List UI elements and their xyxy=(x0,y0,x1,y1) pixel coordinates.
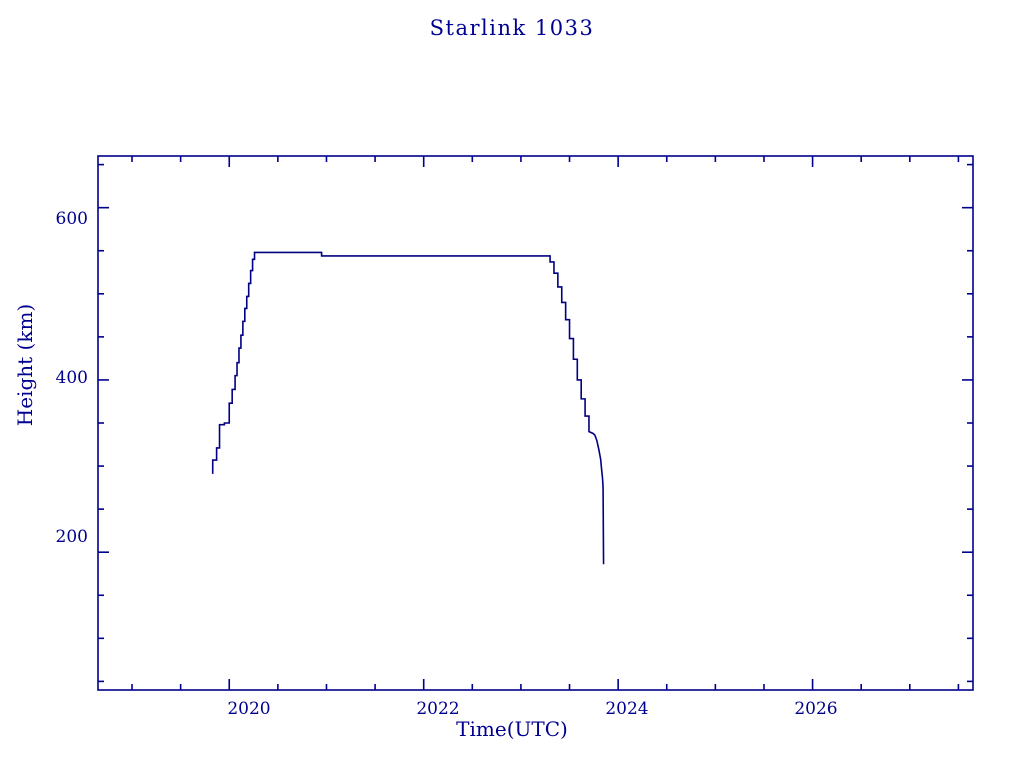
x-tick-label-2024: 2024 xyxy=(605,699,649,719)
chart-title: Starlink 1033 xyxy=(429,16,595,40)
y-tick-label-200: 200 xyxy=(55,527,88,547)
x-tick-label-2026: 2026 xyxy=(794,699,838,719)
series-line-starlink-1033 xyxy=(211,251,605,565)
x-tick-label-2020: 2020 xyxy=(227,699,271,719)
y-tick-label-400: 400 xyxy=(55,368,88,388)
data-series-group xyxy=(211,251,605,565)
x-tick-label-2022: 2022 xyxy=(416,699,460,719)
y-tick-label-600: 600 xyxy=(55,209,88,229)
axis-ticks xyxy=(98,156,973,690)
x-axis-label: Time(UTC) xyxy=(456,717,568,741)
